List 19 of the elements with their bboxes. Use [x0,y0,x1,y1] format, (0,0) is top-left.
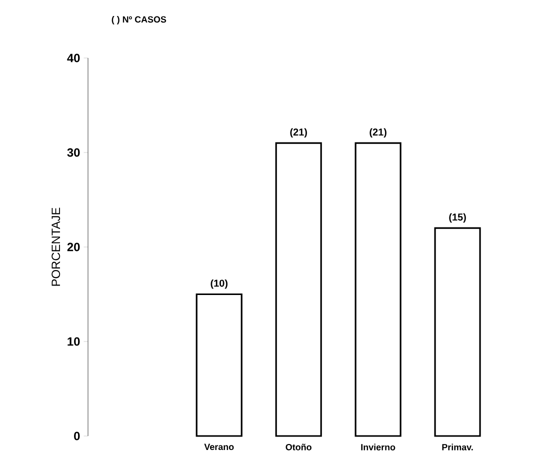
bar [354,142,402,437]
bar [275,142,322,437]
x-tick-label: Otoño [286,444,312,450]
annotation: (21) [370,128,386,138]
text: ( ) Nº CASOS [112,16,166,24]
bar [196,293,242,437]
y-tick-label: 20 [67,242,80,252]
x-tick-label: Primav. [442,444,473,450]
y-axis-title: PORCENTAJE [52,208,60,286]
x-tick-label: Invierno [361,444,396,450]
annotation: (15) [449,213,466,223]
annotation: (10) [210,279,228,289]
y-tick-label: 10 [68,337,80,346]
y-tick-label: 0 [74,432,80,440]
y-tick-label: 30 [67,148,80,157]
annotation: (21) [290,128,307,138]
y-tick-label: 40 [67,54,80,62]
bar [434,227,481,437]
x-tick-label: Verano [204,444,234,450]
